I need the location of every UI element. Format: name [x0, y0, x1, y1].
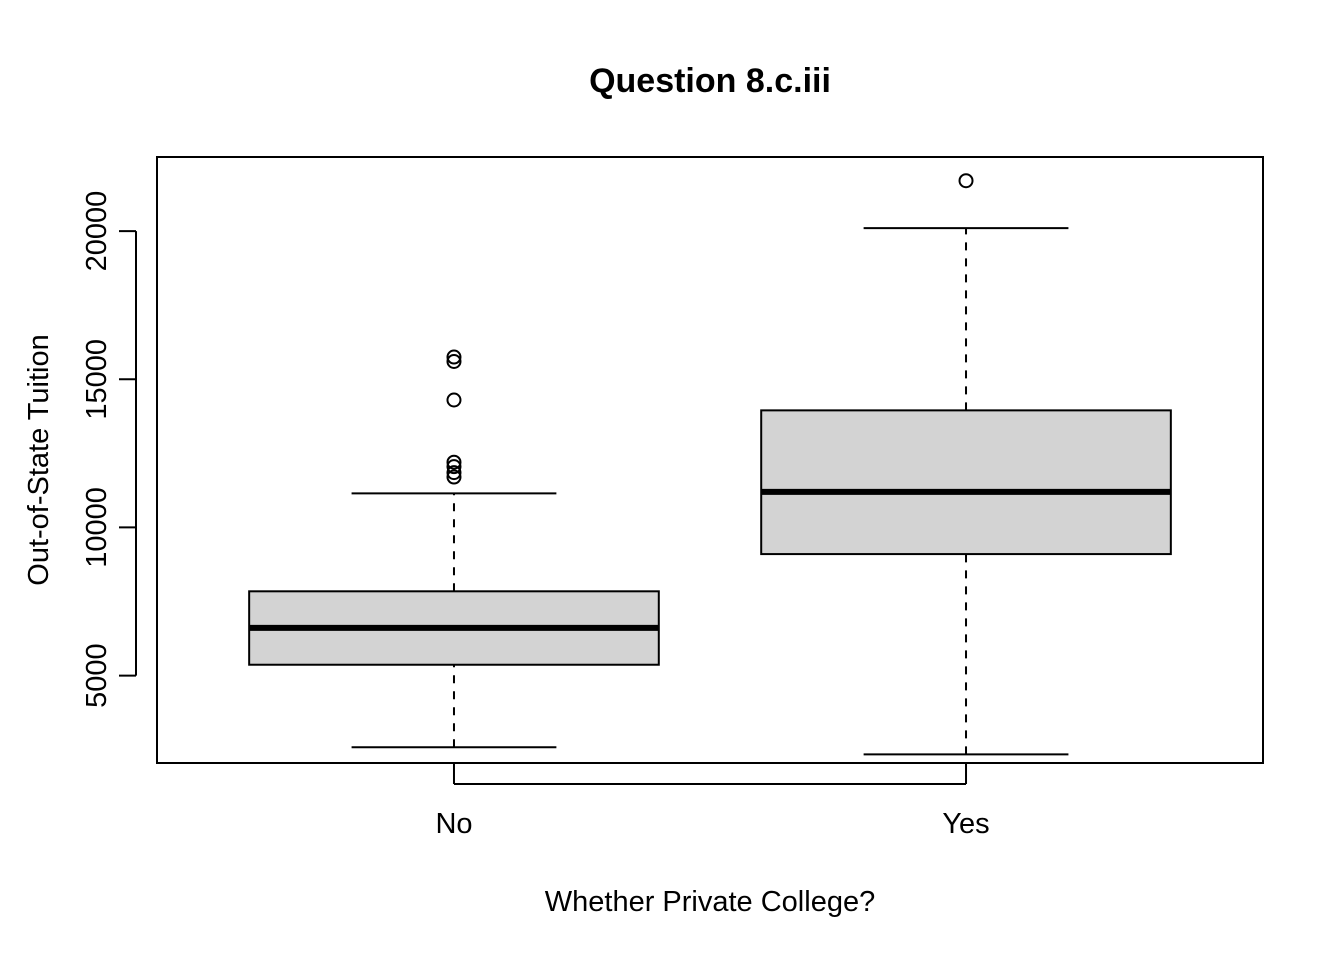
- y-tick-label: 5000: [81, 643, 113, 708]
- x-tick-label: No: [435, 808, 472, 840]
- box-group-no: [248, 349, 660, 749]
- outlier-point: [446, 469, 462, 485]
- outlier-point: [958, 173, 974, 189]
- plot-frame: [156, 156, 1264, 764]
- chart-title: Question 8.c.iii: [589, 62, 831, 100]
- outlier-point: [446, 454, 462, 470]
- y-tick-label: 10000: [81, 487, 113, 568]
- y-axis: 5000 10000 15000 20000: [81, 191, 137, 708]
- y-axis-label: Out-of-State Tuition: [23, 334, 55, 585]
- outlier-point: [446, 349, 462, 365]
- outlier-point: [446, 392, 462, 408]
- iqr-box: [760, 409, 1172, 556]
- x-axis: No Yes: [435, 763, 990, 840]
- x-tick-label: Yes: [942, 808, 989, 840]
- outlier-point: [446, 465, 462, 481]
- y-tick-label: 20000: [81, 191, 113, 272]
- x-axis-label: Whether Private College?: [545, 886, 875, 918]
- outlier-point: [446, 459, 462, 475]
- y-tick-label: 15000: [81, 339, 113, 420]
- plot-marks: [248, 173, 1172, 756]
- box-group-yes: [760, 173, 1172, 756]
- outlier-point: [446, 353, 462, 369]
